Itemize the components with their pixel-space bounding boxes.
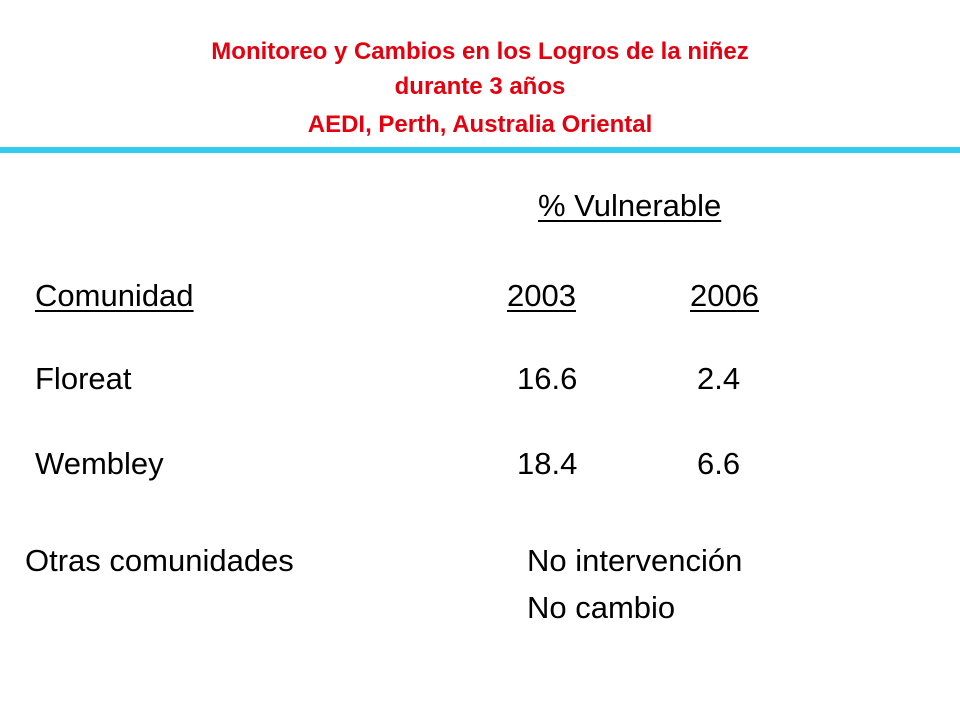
group-header: % Vulnerable xyxy=(538,188,722,223)
cell: 2.4 xyxy=(697,361,741,396)
cell: 6.6 xyxy=(697,446,741,481)
note-label: Otras comunidades xyxy=(25,543,294,578)
cell: Floreat xyxy=(35,361,132,396)
cell: 16.6 xyxy=(517,361,578,396)
title-line: durante 3 años xyxy=(394,73,566,100)
note-line: No cambio xyxy=(527,590,676,625)
column-header: 2006 xyxy=(690,278,759,313)
divider xyxy=(0,147,960,153)
column-header: Comunidad xyxy=(35,278,194,313)
column-header: 2003 xyxy=(507,278,576,313)
title-line: AEDI, Perth, Australia Oriental xyxy=(307,111,653,138)
title-line: Monitoreo y Cambios en los Logros de la … xyxy=(211,38,749,65)
note-line: No intervención xyxy=(527,543,743,578)
cell: 18.4 xyxy=(517,446,578,481)
cell: Wembley xyxy=(35,446,164,481)
